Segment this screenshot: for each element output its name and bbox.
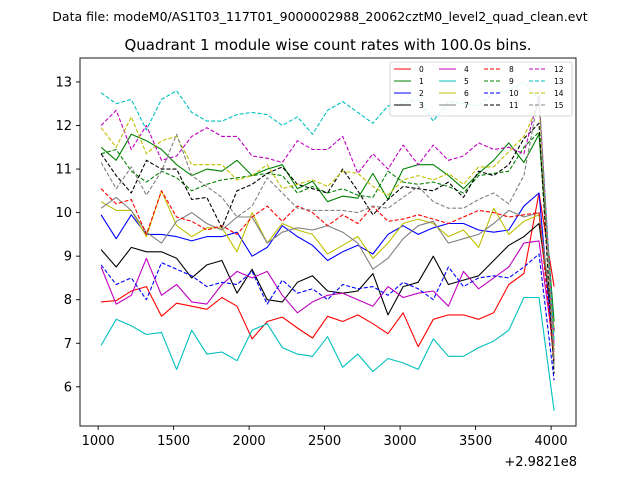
series-line-10: [100, 253, 555, 381]
x-tick-label: 2500: [308, 434, 341, 449]
y-tick-label: 9: [64, 250, 72, 265]
x-axis-offset-label: +2.9821e8: [504, 455, 577, 470]
legend-label-6: 6: [464, 89, 469, 98]
legend-label-5: 5: [464, 77, 469, 86]
y-tick-label: 10: [55, 206, 72, 221]
series-line-9: [100, 131, 555, 350]
y-tick-label: 12: [55, 119, 72, 134]
series-line-3: [100, 222, 555, 331]
legend-label-12: 12: [554, 65, 564, 74]
x-tick-label: 4000: [535, 434, 568, 449]
series-line-11: [100, 122, 555, 374]
y-tick-label: 13: [55, 75, 72, 90]
x-tick-label: 1500: [157, 434, 190, 449]
legend-label-4: 4: [464, 65, 469, 74]
legend-label-7: 7: [464, 101, 469, 110]
legend-label-10: 10: [509, 89, 519, 98]
series-line-5: [100, 296, 555, 411]
series-line-6: [100, 190, 555, 329]
legend-label-14: 14: [554, 89, 564, 98]
y-tick-label: 7: [64, 337, 72, 352]
x-tick-label: 1000: [82, 434, 115, 449]
y-tick-label: 8: [64, 293, 72, 308]
series-line-4: [100, 240, 555, 353]
series-line-1: [100, 133, 555, 322]
plot-area: 1000 1500 2000 2500 3000 3500 4000678910111213…: [55, 57, 577, 449]
axes-frame: [79, 57, 577, 427]
legend-label-11: 11: [509, 101, 519, 110]
series-line-2: [100, 192, 555, 361]
x-tick-label: 3500: [459, 434, 492, 449]
legend-label-13: 13: [554, 77, 564, 86]
legend-label-2: 2: [419, 89, 424, 98]
series-line-15: [100, 94, 555, 366]
y-tick-label: 11: [55, 163, 72, 178]
legend-label-9: 9: [509, 77, 514, 86]
series-line-12: [100, 94, 555, 346]
legend-label-15: 15: [554, 101, 564, 110]
series-line-13: [100, 81, 555, 342]
legend-label-8: 8: [509, 65, 514, 74]
legend-label-0: 0: [419, 65, 424, 74]
chart-title: Quadrant 1 module wise count rates with …: [124, 36, 531, 54]
x-tick-label: 2000: [233, 434, 266, 449]
legend-label-1: 1: [419, 77, 424, 86]
series-line-8: [100, 188, 555, 363]
x-tick-label: 3000: [384, 434, 417, 449]
y-tick-label: 6: [64, 380, 72, 395]
legend-label-3: 3: [419, 101, 424, 110]
figure-suptitle: Data file: modeM0/AS1T03_117T01_90000029…: [52, 9, 587, 24]
legend-box: [389, 61, 573, 117]
series-line-0: [101, 192, 555, 348]
series-line-14: [100, 103, 555, 357]
